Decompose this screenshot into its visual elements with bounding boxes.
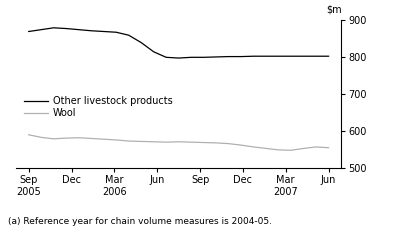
Other livestock products — [51, 26, 56, 29]
Wool — [76, 136, 81, 139]
Other livestock products — [189, 56, 193, 59]
Wool — [251, 146, 256, 148]
Wool — [276, 148, 281, 151]
Other livestock products — [114, 31, 119, 34]
Other livestock products — [89, 30, 94, 32]
Line: Wool: Wool — [29, 135, 329, 150]
Other livestock products — [289, 55, 293, 58]
Wool — [326, 146, 331, 149]
Wool — [89, 137, 94, 140]
Other livestock products — [39, 28, 44, 31]
Other livestock products — [176, 57, 181, 59]
Wool — [289, 149, 293, 152]
Other livestock products — [276, 55, 281, 58]
Other livestock products — [301, 55, 306, 58]
Wool — [314, 146, 318, 148]
Other livestock products — [126, 34, 131, 37]
Other livestock products — [26, 30, 31, 33]
Other livestock products — [201, 56, 206, 59]
Wool — [126, 140, 131, 142]
Other livestock products — [226, 55, 231, 58]
Other livestock products — [164, 56, 169, 59]
Wool — [151, 141, 156, 143]
Other livestock products — [314, 55, 318, 58]
Other livestock products — [264, 55, 268, 58]
Other livestock products — [214, 56, 218, 58]
Wool — [26, 133, 31, 136]
Legend: Other livestock products, Wool: Other livestock products, Wool — [24, 96, 173, 118]
Wool — [101, 138, 106, 141]
Other livestock products — [239, 55, 243, 58]
Wool — [176, 141, 181, 143]
Other livestock products — [139, 41, 144, 44]
Other livestock products — [326, 55, 331, 58]
Wool — [51, 138, 56, 140]
Wool — [64, 137, 69, 139]
Other livestock products — [76, 28, 81, 31]
Other livestock products — [101, 30, 106, 33]
Other livestock products — [151, 50, 156, 53]
Wool — [189, 141, 193, 143]
Wool — [264, 147, 268, 150]
Wool — [114, 138, 119, 141]
Wool — [39, 136, 44, 139]
Text: (a) Reference year for chain volume measures is 2004-05.: (a) Reference year for chain volume meas… — [8, 217, 272, 226]
Other livestock products — [64, 27, 69, 30]
Wool — [226, 142, 231, 145]
Wool — [301, 147, 306, 150]
Wool — [239, 144, 243, 146]
Line: Other livestock products: Other livestock products — [29, 28, 329, 58]
Text: $m: $m — [326, 5, 341, 15]
Wool — [214, 141, 218, 144]
Wool — [164, 141, 169, 143]
Wool — [201, 141, 206, 144]
Other livestock products — [251, 55, 256, 58]
Wool — [139, 140, 144, 143]
